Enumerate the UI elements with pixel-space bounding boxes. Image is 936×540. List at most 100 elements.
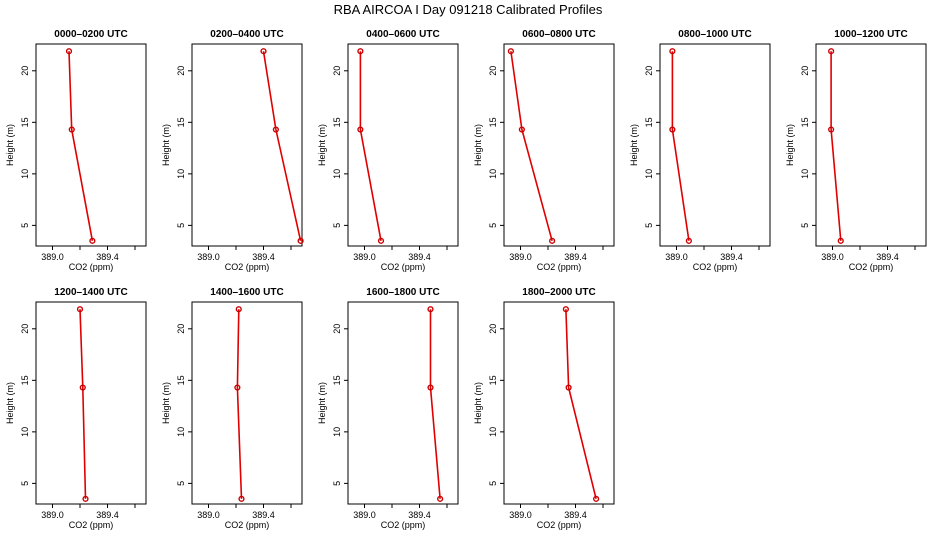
x-tick-label: 389.4 [408,510,431,520]
x-axis-label: CO2 (ppm) [69,520,114,530]
panel-4: 0600–0800 UTC 389.0 389.4 5 10 15 20 CO2 (ppm) H… [473,29,615,272]
y-tick-label: 15 [644,117,654,127]
profile-line [79,309,87,499]
profile-line [671,51,690,241]
panel-1: 0000–0200 UTC 389.0 389.4 5 10 15 20 CO2 (ppm) H… [5,29,147,272]
profile-line [68,51,94,241]
y-tick-label: 15 [332,117,342,127]
profile-point [76,306,84,313]
x-axis-label: CO2 (ppm) [381,262,426,272]
profile-point [260,48,267,55]
panel-title: 0200–0400 UTC [210,29,283,40]
profile-point [437,495,444,502]
y-tick-label: 10 [488,427,498,437]
y-tick-label: 5 [20,481,30,486]
panel-title: 1600–1800 UTC [366,287,439,298]
plot-frame [659,43,771,247]
profile-line [565,309,597,499]
plot-frame [503,301,615,505]
y-tick-label: 15 [176,375,186,385]
y-tick-label: 15 [176,117,186,127]
y-axis-label: Height (m) [5,382,15,424]
y-axis-label: Height (m) [473,382,483,424]
plot-frame [815,43,927,247]
profile-line [510,51,553,242]
panel-title: 0400–0600 UTC [366,29,439,40]
x-axis-label: CO2 (ppm) [381,520,426,530]
y-tick-label: 10 [20,169,30,179]
profile-line [262,51,302,241]
x-tick-label: 389.4 [96,252,119,262]
profile-point [297,237,304,244]
x-tick-label: 389.0 [197,252,220,262]
plot-frame [191,301,303,505]
panel-10: 1800–2000 UTC 389.0 389.4 5 10 15 20 CO2 (ppm) H… [473,287,615,530]
profile-point [65,48,73,55]
panel-3: 0400–0600 UTC 389.0 389.4 5 10 15 20 CO2 (ppm) H… [317,29,459,272]
panel-7: 1200–1400 UTC 389.0 389.4 5 10 15 20 CO2 (ppm) H… [5,287,147,530]
panel-grid: 0000–0200 UTC 389.0 389.4 5 10 15 20 CO2 (ppm) H… [5,29,927,530]
profile-point [837,237,844,244]
panel-title: 0600–0800 UTC [522,29,595,40]
x-tick-label: 389.4 [720,252,743,262]
panel-title: 1400–1600 UTC [210,287,283,298]
plot-frame [503,43,615,247]
y-tick-label: 5 [176,223,186,228]
y-tick-label: 5 [176,481,186,486]
panel-title: 1800–2000 UTC [522,287,595,298]
x-axis-label: CO2 (ppm) [69,262,114,272]
profile-point [549,237,556,244]
y-tick-label: 5 [332,223,342,228]
x-tick-label: 389.4 [564,510,587,520]
y-tick-label: 10 [332,427,342,437]
profile-line [429,309,441,499]
x-tick-label: 389.0 [353,252,376,262]
panel-8: 1400–1600 UTC 389.0 389.4 5 10 15 20 CO2 (ppm) H… [161,287,303,530]
profile-point [427,306,434,313]
y-axis-label: Height (m) [317,382,327,424]
x-tick-label: 389.4 [408,252,431,262]
y-tick-label: 15 [20,117,30,127]
y-tick-label: 5 [332,481,342,486]
profile-point [593,495,600,502]
panel-2: 0200–0400 UTC 389.0 389.4 5 10 15 20 CO2 (ppm) H… [161,29,304,272]
y-tick-label: 20 [332,324,342,334]
profile-point [357,126,364,133]
profile-point [238,495,245,502]
y-tick-label: 10 [176,169,186,179]
profile-line [830,51,842,241]
y-tick-label: 5 [644,223,654,228]
y-tick-label: 5 [488,223,498,228]
x-axis-label: CO2 (ppm) [537,520,582,530]
profile-point [427,384,434,391]
profile-point [565,384,572,391]
x-axis-label: CO2 (ppm) [537,262,582,272]
profile-point [828,126,835,133]
y-tick-label: 10 [644,169,654,179]
profile-point [357,48,364,55]
x-axis-label: CO2 (ppm) [225,520,270,530]
profile-line [236,309,243,499]
y-tick-label: 20 [488,324,498,334]
panel-5: 0800–1000 UTC 389.0 389.4 5 10 15 20 CO2 (ppm) H… [629,29,771,272]
profile-point [518,126,525,133]
y-tick-label: 20 [644,66,654,76]
y-tick-label: 10 [332,169,342,179]
profile-point [669,126,676,133]
panel-9: 1600–1800 UTC 389.0 389.4 5 10 15 20 CO2 (ppm) H… [317,287,459,530]
x-tick-label: 389.4 [252,252,275,262]
x-axis-label: CO2 (ppm) [849,262,894,272]
y-axis-label: Height (m) [161,124,171,166]
profile-point [272,126,279,133]
x-tick-label: 389.4 [252,510,275,520]
y-axis-label: Height (m) [473,124,483,166]
x-tick-label: 389.0 [509,252,532,262]
y-tick-label: 15 [800,117,810,127]
y-tick-label: 15 [488,375,498,385]
panel-title: 1200–1400 UTC [54,287,127,298]
y-axis-label: Height (m) [785,124,795,166]
x-tick-label: 389.0 [41,252,64,262]
profile-line [359,51,382,241]
profile-point [82,495,89,502]
y-tick-label: 10 [176,427,186,437]
